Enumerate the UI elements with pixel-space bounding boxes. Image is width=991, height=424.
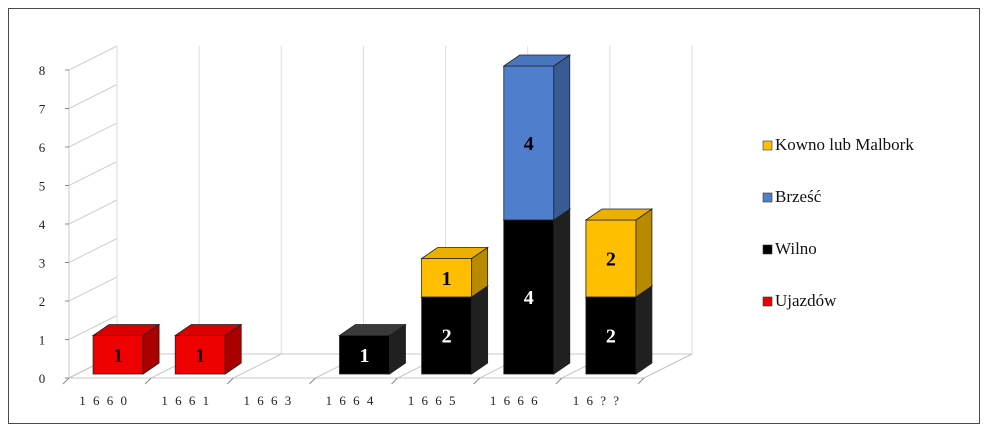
x-tick-label: 1 6 6 0 <box>79 393 129 408</box>
bar-segment-wilno: 4 <box>502 208 572 375</box>
legend-swatch <box>762 296 773 307</box>
legend-item: Ujazdów <box>762 291 837 310</box>
data-label: 2 <box>606 249 616 271</box>
x-tick-mark <box>62 377 70 385</box>
bar-segment-wilno: 2 <box>420 285 489 375</box>
legend-label: Brześć <box>775 187 822 206</box>
y-tick-label: 3 <box>39 256 46 271</box>
bar-front-face <box>503 219 555 375</box>
data-label: 1 <box>360 345 370 367</box>
gridline-side <box>68 161 118 186</box>
x-tick-label: 1 6 ? ? <box>573 393 621 408</box>
x-tick-label: 1 6 6 5 <box>408 393 458 408</box>
x-tick-label: 1 6 6 6 <box>490 393 540 408</box>
gridline-side <box>68 84 118 109</box>
bar-segment-wilno: 2 <box>584 285 654 375</box>
x-tick-mark <box>144 377 152 385</box>
x-tick-mark <box>555 377 563 385</box>
bar-top-face <box>420 247 489 259</box>
y-tick-label: 6 <box>39 140 46 155</box>
x-tick-mark <box>637 377 645 385</box>
bar-top-face <box>338 324 407 336</box>
bar-side-face <box>635 208 653 298</box>
data-label: 2 <box>442 326 452 348</box>
bar-top-face <box>502 54 572 67</box>
floor-divider <box>643 353 693 379</box>
bar-front-face <box>92 335 144 375</box>
bar-segment-ujazd-w: 1 <box>91 323 161 375</box>
gridline-side <box>68 199 118 225</box>
bar-front-face <box>585 219 637 298</box>
bar-segment-brze-: 4 <box>502 54 572 221</box>
data-label: 1 <box>113 345 123 367</box>
legend: Kowno lub Malbork Brześć Wilno Ujazdów <box>762 135 914 310</box>
x-tick-mark <box>473 377 481 385</box>
bar-front-face <box>174 335 226 375</box>
bar-front-face <box>585 296 637 375</box>
x-tick-label: 1 6 6 1 <box>161 393 211 408</box>
bar-segment-kowno-lub-malbork: 1 <box>420 246 489 298</box>
gridline-side <box>68 45 118 71</box>
data-label: 1 <box>195 345 205 367</box>
gridline-side <box>68 238 118 263</box>
data-label: 1 <box>442 268 452 290</box>
legend-swatch <box>762 140 773 151</box>
legend-swatch <box>762 244 773 255</box>
bar-side-face <box>471 285 489 375</box>
x-tick-mark <box>309 377 316 385</box>
bar-side-face <box>635 285 653 375</box>
legend-item: Kowno lub Malbork <box>762 135 914 154</box>
y-tick-label: 5 <box>39 179 46 194</box>
gridline-side <box>68 122 118 148</box>
x-tick-mark <box>226 377 234 385</box>
y-tick-label: 4 <box>39 217 46 232</box>
bars: 1 1 1 2 1 4 4 2 2 <box>91 54 654 375</box>
bar-top-face <box>91 324 161 336</box>
y-tick-label: 8 <box>39 63 46 78</box>
bar-side-face <box>553 208 571 375</box>
data-label: 2 <box>606 326 616 348</box>
legend-label: Ujazdów <box>775 291 837 310</box>
x-tick-label: 1 6 6 4 <box>326 393 376 408</box>
data-label: 4 <box>524 133 534 155</box>
floor-divider <box>233 353 282 379</box>
y-tick-label: 2 <box>39 294 46 309</box>
gridline-side <box>68 276 118 302</box>
legend-item: Brześć <box>762 187 822 206</box>
bar-top-face <box>584 208 654 221</box>
y-tick-label: 0 <box>39 371 46 386</box>
bar-top-face <box>173 324 243 336</box>
data-label: 4 <box>524 287 534 309</box>
bar-segment-ujazd-w: 1 <box>173 323 243 375</box>
y-tick-label: 7 <box>39 102 46 117</box>
bar-segment-wilno: 1 <box>338 323 407 375</box>
gridline-side <box>68 315 118 340</box>
bar-front-face <box>421 296 473 375</box>
bar-side-face <box>553 54 571 221</box>
x-tick-mark <box>391 377 398 385</box>
legend-swatch <box>762 192 773 203</box>
legend-label: Kowno lub Malbork <box>775 135 914 154</box>
x-tick-label: 1 6 6 3 <box>243 393 293 408</box>
bar-segment-kowno-lub-malbork: 2 <box>584 208 654 298</box>
chart-frame <box>8 8 980 424</box>
legend-label: Wilno <box>775 239 817 258</box>
y-tick-label: 1 <box>39 333 46 348</box>
bar-front-face <box>339 335 390 375</box>
legend-item: Wilno <box>762 239 817 258</box>
